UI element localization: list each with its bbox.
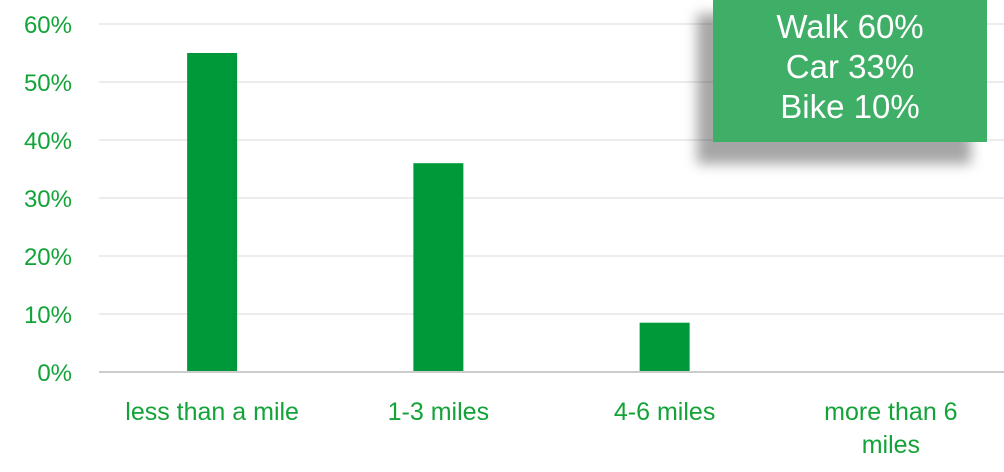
y-tick-label: 50% [24, 70, 72, 97]
y-tick-label: 20% [24, 244, 72, 271]
y-axis-tick-labels: 0% 10% 20% 30% 40% 50% 60% [24, 12, 72, 387]
callout-line-car: Car 33% [785, 48, 915, 85]
callout-line-bike: Bike 10% [780, 88, 920, 125]
bar [413, 163, 464, 372]
x-category-label: less than a mile [125, 398, 299, 426]
y-tick-label: 30% [24, 186, 72, 213]
x-category-label: 1-3 miles [388, 398, 489, 426]
x-axis-category-labels: less than a mile 1-3 miles 4-6 miles more t… [125, 398, 957, 459]
mode-share-callout: Walk 60% Car 33% Bike 10% [713, 0, 987, 142]
x-category-label: 4-6 miles [614, 398, 715, 426]
bar [639, 322, 690, 372]
x-category-label: more than 6 miles [824, 398, 957, 459]
callout-line-walk: Walk 60% [776, 8, 924, 45]
y-tick-label: 40% [24, 128, 72, 155]
gridlines [99, 23, 1004, 315]
y-tick-label: 0% [37, 360, 72, 387]
bars [187, 53, 690, 372]
y-tick-label: 10% [24, 302, 72, 329]
y-tick-label: 60% [24, 12, 72, 39]
bar [187, 53, 238, 372]
